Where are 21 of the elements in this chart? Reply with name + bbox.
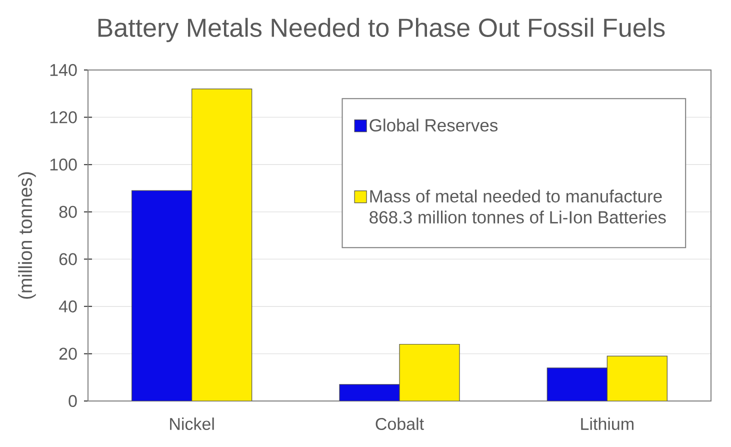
bar (399, 344, 460, 401)
bar (606, 356, 668, 401)
y-tick-label: 0 (68, 394, 77, 408)
x-tick-label: Cobalt (376, 418, 424, 430)
bar (192, 88, 252, 401)
y-tick-label: 60 (59, 253, 77, 266)
x-tick-label: Lithium (581, 418, 634, 430)
bar (339, 384, 400, 401)
y-tick-label: 120 (50, 111, 77, 124)
legend-label: Mass of metal needed to manufacture 868.3 million tonnes of Li-Ion Batteries (370, 190, 666, 224)
legend-label: Global Reserves (370, 118, 498, 132)
y-tick-label: 100 (50, 158, 77, 171)
y-tick-label: 40 (58, 300, 77, 312)
x-tick-label: Nickel (170, 418, 214, 430)
bar (546, 368, 608, 401)
bar (132, 190, 192, 401)
y-axis-title: (million tonnes) (18, 172, 36, 299)
y-tick-label: 140 (50, 64, 77, 76)
chart-title: Battery Metals Needed to Phase Out Fossil Fuels (98, 18, 665, 42)
y-tick-label: 80 (59, 206, 77, 218)
y-tick-label: 20 (59, 348, 77, 360)
